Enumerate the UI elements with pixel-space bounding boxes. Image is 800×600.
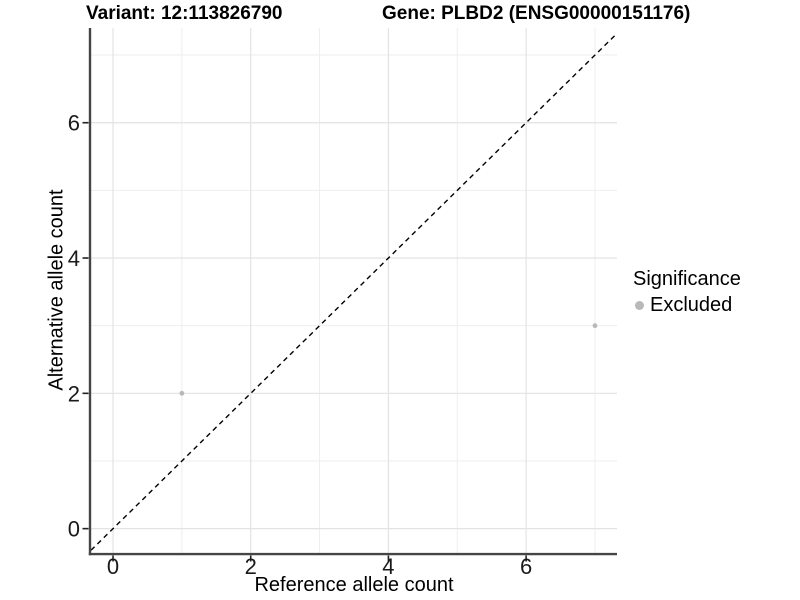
y-axis-label: Alternative allele count bbox=[45, 189, 68, 391]
identity-line bbox=[91, 32, 617, 551]
plot-title-gene: Gene: PLBD2 (ENSG00000151176) bbox=[382, 3, 691, 24]
x-axis-label: Reference allele count bbox=[254, 574, 454, 596]
x-tick-label: 6 bbox=[520, 554, 532, 579]
data-point bbox=[592, 323, 598, 329]
data-point bbox=[179, 390, 185, 396]
legend-title: Significance bbox=[633, 268, 741, 290]
legend-item-label: Excluded bbox=[650, 294, 733, 316]
y-tick-label: 6 bbox=[68, 111, 80, 136]
y-tick-label: 4 bbox=[68, 246, 80, 271]
x-tick-label: 0 bbox=[107, 554, 119, 579]
plot-title-variant: Variant: 12:113826790 bbox=[86, 3, 283, 24]
y-tick-label: 0 bbox=[68, 517, 80, 542]
x-tick-label: 2 bbox=[245, 554, 257, 579]
plot-panel bbox=[91, 28, 617, 553]
legend-item-excluded: Excluded bbox=[635, 294, 741, 317]
legend: Significance Excluded bbox=[633, 268, 741, 317]
y-tick-label: 2 bbox=[68, 381, 80, 406]
legend-marker-icon bbox=[635, 301, 644, 310]
x-tick-label: 4 bbox=[382, 554, 394, 579]
